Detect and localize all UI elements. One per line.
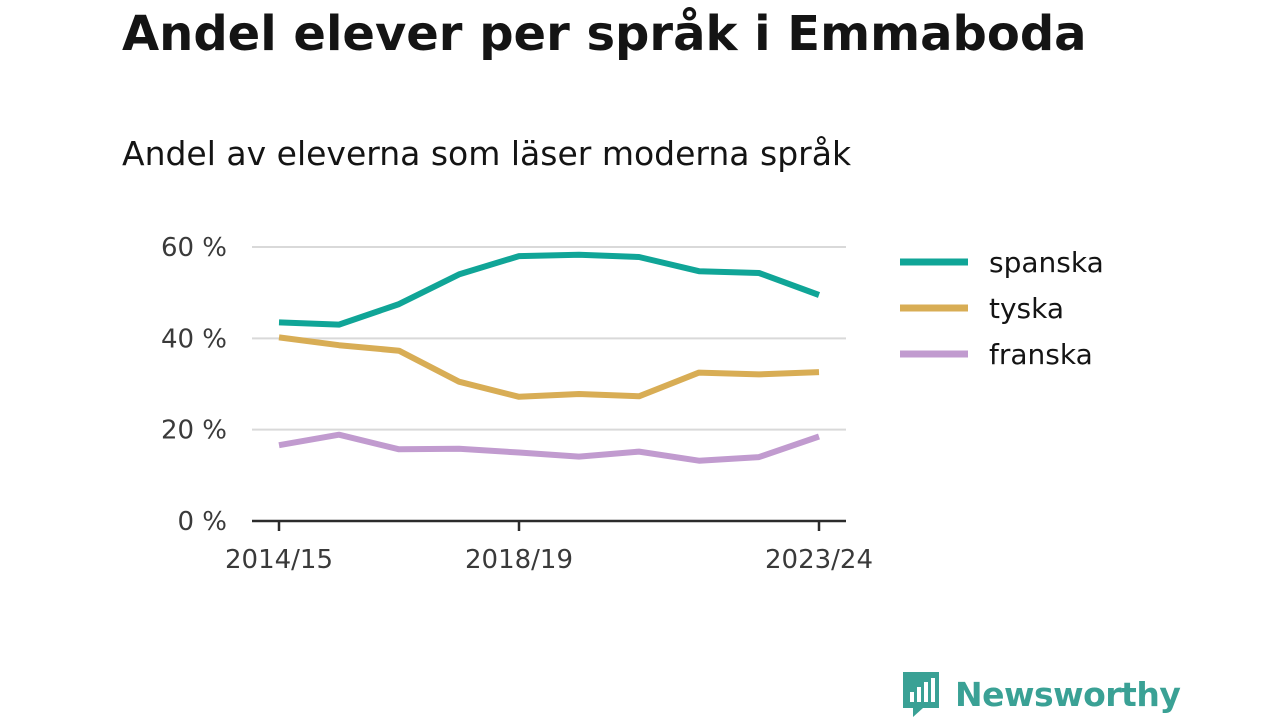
legend-label-franska: franska [989,338,1093,371]
series-lines [278,251,821,464]
gridlines [252,246,846,431]
x-axis: 2014/15 2018/19 2023/24 [225,519,873,575]
chart-title: Andel elever per språk i Emmaboda [122,6,1087,62]
series-line-franska [278,431,820,464]
y-tick-label: 60 % [161,233,227,263]
series-line-spanska [278,251,821,328]
newsworthy-logo: Newsworthy [901,670,1181,718]
legend-label-spanska: spanska [989,246,1104,279]
y-tick-label: 20 % [161,416,227,446]
chart-subtitle: Andel av eleverna som läser moderna språ… [122,134,852,173]
brand-name: Newsworthy [955,674,1181,714]
y-tick-label: 0 % [177,507,227,537]
legend-label-tyska: tyska [989,292,1064,325]
legend: spanska tyska franska [900,246,1104,371]
y-axis: 0 % 20 % 40 % 60 % [161,233,227,537]
x-tick-label: 2023/24 [765,545,873,575]
x-tick-label: 2018/19 [465,545,573,575]
x-tick-label: 2014/15 [225,545,333,575]
y-tick-label: 40 % [161,324,227,354]
newsworthy-logo-icon [903,672,939,717]
series-line-tyska [278,334,820,400]
